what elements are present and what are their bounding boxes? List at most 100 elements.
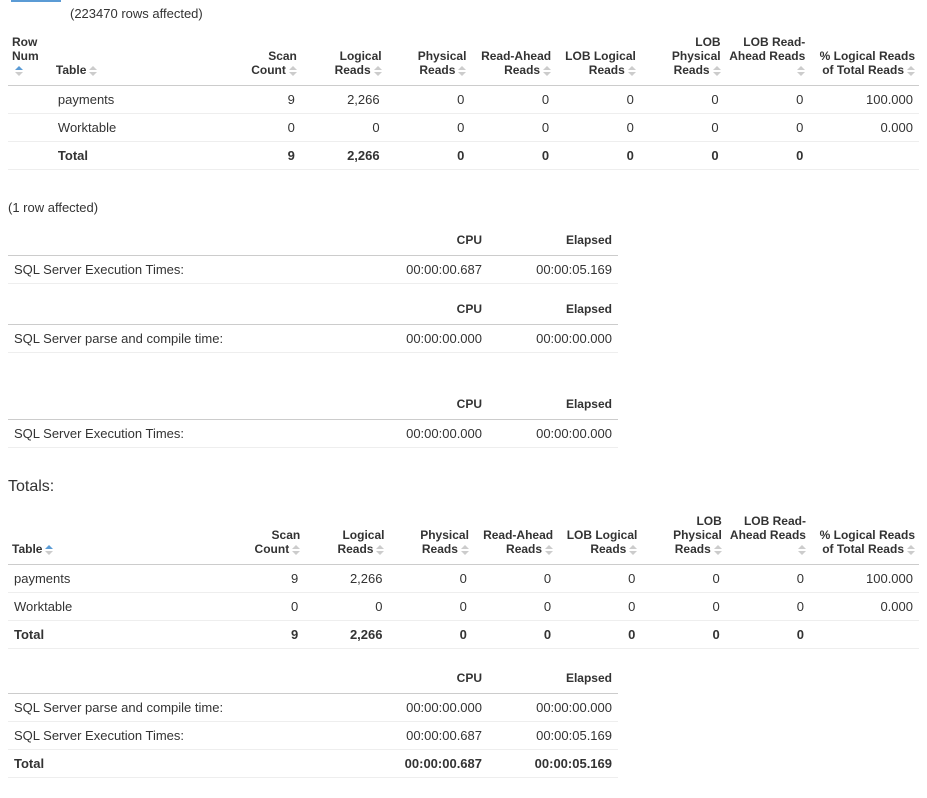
col-cpu[interactable]: CPU	[368, 665, 488, 694]
col-blank	[8, 227, 368, 256]
col-cpu[interactable]: CPU	[368, 391, 488, 420]
col-read-ahead[interactable]: Read-Ahead Reads	[473, 508, 557, 565]
cell: 0	[557, 621, 641, 649]
cell: 0.000	[810, 593, 919, 621]
cell: 0	[640, 114, 725, 142]
cell: 0	[386, 114, 471, 142]
col-logical-reads[interactable]: Logical Reads	[304, 508, 388, 565]
col-cpu[interactable]: CPU	[368, 296, 488, 325]
cell: 00:00:05.169	[488, 256, 618, 284]
sort-icon	[374, 66, 382, 76]
sort-icon	[713, 66, 721, 76]
top-divider	[11, 0, 61, 2]
cell: 00:00:00.000	[368, 420, 488, 448]
sort-icon	[629, 545, 637, 555]
col-lob-physical[interactable]: LOB Physical Reads	[640, 29, 725, 86]
cell: 0	[231, 114, 301, 142]
col-lob-logical[interactable]: LOB Logical Reads	[555, 29, 640, 86]
col-lob-read-ahead[interactable]: LOB Read-Ahead Reads	[726, 508, 810, 565]
cell: 0	[388, 621, 472, 649]
io-stats-table-totals: Table Scan Count Logical Reads Physical …	[8, 508, 919, 649]
cell: 0	[725, 86, 810, 114]
col-pct-label: % Logical Reads of Total Reads	[820, 49, 915, 77]
cell: 00:00:00.687	[368, 722, 488, 750]
table-row-total: Total 9 2,266 0 0 0 0 0	[8, 142, 919, 170]
timing-table-totals: CPU Elapsed SQL Server parse and compile…	[8, 665, 618, 778]
cell: 9	[231, 86, 301, 114]
sort-icon	[89, 66, 97, 76]
col-cpu[interactable]: CPU	[368, 227, 488, 256]
cell: 0	[640, 86, 725, 114]
col-elapsed[interactable]: Elapsed	[488, 227, 618, 256]
cell: 0	[555, 114, 640, 142]
col-pct-logical[interactable]: % Logical Reads of Total Reads	[810, 508, 919, 565]
col-elapsed[interactable]: Elapsed	[488, 391, 618, 420]
col-table[interactable]: Table	[52, 29, 231, 86]
cell: 00:00:05.169	[488, 750, 618, 778]
cell: 00:00:00.000	[488, 420, 618, 448]
cell: 00:00:05.169	[488, 722, 618, 750]
table-row: Worktable 0 0 0 0 0 0 0 0.000	[8, 114, 919, 142]
timing-table-3: CPU Elapsed SQL Server Execution Times: …	[8, 391, 618, 448]
col-logical-reads[interactable]: Logical Reads	[301, 29, 386, 86]
cell: 2,266	[304, 621, 388, 649]
col-read-ahead[interactable]: Read-Ahead Reads	[470, 29, 555, 86]
col-scan-count[interactable]: Scan Count	[231, 29, 301, 86]
cell: 2,266	[304, 565, 388, 593]
cell: SQL Server Execution Times:	[8, 722, 368, 750]
table-row: Worktable 0 0 0 0 0 0 0 0.000	[8, 593, 919, 621]
col-physical-reads[interactable]: Physical Reads	[388, 508, 472, 565]
col-lob-read-ahead[interactable]: LOB Read-Ahead Reads	[725, 29, 810, 86]
totals-heading: Totals:	[8, 478, 919, 496]
cell: 0	[641, 593, 725, 621]
col-lob-physical[interactable]: LOB Physical Reads	[641, 508, 725, 565]
sort-icon	[907, 545, 915, 555]
col-table-label: Table	[56, 63, 86, 77]
cell: 0	[473, 593, 557, 621]
cell: SQL Server parse and compile time:	[8, 694, 368, 722]
cell: 2,266	[301, 142, 386, 170]
col-row-num[interactable]: Row Num	[8, 29, 52, 86]
col-table[interactable]: Table	[8, 508, 235, 565]
cell: 0	[470, 142, 555, 170]
cell: 0	[725, 114, 810, 142]
cell: 0	[388, 565, 472, 593]
cell: 0	[388, 593, 472, 621]
cell	[809, 142, 919, 170]
col-blank	[8, 391, 368, 420]
sort-icon	[545, 545, 553, 555]
cell: 00:00:00.000	[368, 694, 488, 722]
col-lob-logical[interactable]: LOB Logical Reads	[557, 508, 641, 565]
cell: 0	[235, 593, 304, 621]
cell: SQL Server Execution Times:	[8, 420, 368, 448]
rows-affected-top: (223470 rows affected)	[8, 6, 919, 21]
col-lob-logical-label: LOB Logical Reads	[567, 528, 638, 556]
cell: 0	[304, 593, 388, 621]
col-readahead-label: Read-Ahead Reads	[481, 49, 551, 77]
cell: 00:00:00.000	[488, 694, 618, 722]
cell	[8, 114, 52, 142]
col-blank	[8, 665, 368, 694]
cell: 0	[557, 593, 641, 621]
table-row-total: Total 9 2,266 0 0 0 0 0	[8, 621, 919, 649]
cell: 00:00:00.000	[368, 325, 488, 353]
cell: 0	[557, 565, 641, 593]
sort-icon	[714, 545, 722, 555]
col-elapsed[interactable]: Elapsed	[488, 665, 618, 694]
cell: Worktable	[52, 114, 231, 142]
cell: 0	[473, 565, 557, 593]
cell: 00:00:00.000	[488, 325, 618, 353]
rows-affected-one: (1 row affected)	[8, 200, 919, 215]
table-row: SQL Server parse and compile time: 00:00…	[8, 325, 618, 353]
io-stats-table-1: Row Num Table Scan Count Logical Reads P…	[8, 29, 919, 170]
table-row-total: Total 00:00:00.687 00:00:05.169	[8, 750, 618, 778]
cell: 9	[231, 142, 301, 170]
cell: 0	[641, 621, 725, 649]
cell: 0	[555, 142, 640, 170]
col-elapsed[interactable]: Elapsed	[488, 296, 618, 325]
sort-icon	[797, 66, 805, 76]
table-row: SQL Server Execution Times: 00:00:00.687…	[8, 256, 618, 284]
col-scan-count[interactable]: Scan Count	[235, 508, 304, 565]
col-pct-logical[interactable]: % Logical Reads of Total Reads	[809, 29, 919, 86]
col-physical-reads[interactable]: Physical Reads	[386, 29, 471, 86]
